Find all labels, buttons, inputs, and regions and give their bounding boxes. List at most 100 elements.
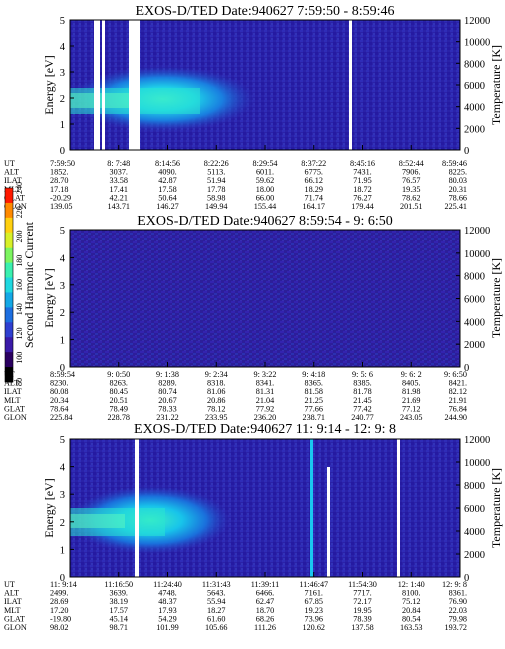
panel-2-table-cell: 80.74: [158, 387, 176, 396]
panel-2-table-cell: 9: 6: 2: [401, 370, 422, 379]
panel-1-table-cell: 139.05: [50, 202, 73, 211]
panel-3-table-cell: 80.54: [402, 614, 420, 623]
panel-1-table-cell: 66.00: [256, 193, 274, 202]
panel-2-row-label: ILAT: [4, 387, 22, 396]
panel-3-table-cell: 8361.: [449, 589, 467, 598]
panel-1-table-cell: 66.12: [305, 176, 323, 185]
panel-2-y2tick-label: 4000: [464, 317, 485, 328]
panel-1-table-cell: 71.95: [353, 176, 371, 185]
panel-1-table-cell: 7431.: [353, 168, 371, 177]
panel-2-table-cell: 78.64: [50, 404, 68, 413]
panel-2-table-cell: 8289.: [158, 379, 176, 388]
panel-2-table-cell: 8385.: [353, 379, 371, 388]
panel-3-table-cell: 4748.: [158, 589, 176, 598]
panel-3-table-cell: 45.14: [110, 614, 128, 623]
colorbar-swatches: [5, 188, 13, 383]
panel-2-ytick-label: 3: [60, 281, 65, 292]
panel-1-table-cell: 78.66: [449, 193, 467, 202]
panel-2-ytick-label: 0: [60, 363, 65, 374]
panel-1-table-cell: 58.98: [207, 193, 225, 202]
panel-1-table-cell: 179.44: [351, 202, 374, 211]
colorbar-tick-label: 180: [15, 255, 24, 267]
panel-3-table-cell: 7717.: [353, 589, 371, 598]
panel-2-table-cell: 9: 4:18: [302, 370, 325, 379]
colorbar-swatch: [5, 337, 13, 353]
panel-2-table-cell: 244.90: [444, 413, 467, 422]
panel-3-table-cell: 19.23: [305, 606, 323, 615]
colorbar-tick-label: 140: [15, 303, 24, 315]
colorbar-swatch: [5, 322, 13, 338]
panel-1-table-cell: 8:22:26: [204, 159, 229, 168]
panel-2-y2tick-label: 12000: [464, 226, 490, 237]
panel-3-y2tick-label: 4000: [464, 527, 485, 538]
panel-3-ytick-label: 5: [60, 435, 65, 446]
panel-3-table-cell: 18.27: [207, 606, 225, 615]
panel-2-y2tick-label: 10000: [464, 249, 490, 260]
panel-3-table-cell: 137.58: [351, 623, 374, 632]
panel-2-table-cell: 233.95: [205, 413, 228, 422]
panel-1-table-cell: 5113.: [207, 168, 225, 177]
panel-2-table-cell: 77.12: [402, 404, 420, 413]
panel-3-table-cell: 28.69: [50, 597, 68, 606]
panel-2-table-cell: 8341.: [256, 379, 274, 388]
panel-1-table-cell: 7906.: [402, 168, 420, 177]
panel-3-table-cell: 163.53: [400, 623, 423, 632]
panel-1-table-cell: 71.74: [305, 193, 323, 202]
panel-3-table-cell: 11:39:11: [251, 580, 280, 589]
panel-2-table-cell: 231.22: [156, 413, 179, 422]
panel-2-left-ticks: 0 1 2 3 4 5: [60, 226, 74, 374]
panel-3-y2tick-label: 6000: [464, 504, 485, 515]
panel-2-table-cell: 8:59:54: [50, 370, 75, 379]
panel-1-table-cell: 18.29: [305, 185, 323, 194]
panel-1-data-gap-1: [94, 20, 100, 150]
panel-1-row-label: GLON: [4, 202, 27, 211]
panel-1-row-label: ILAT: [4, 176, 22, 185]
panel-3-table-cell: 17.93: [158, 606, 176, 615]
panel-2-table-cell: 8405.: [402, 379, 420, 388]
panel-3-title: EXOS-D/TED Date:940627 11: 9:14 - 12: 9:…: [134, 422, 396, 437]
panel-3-y2label: Temperature [K]: [489, 468, 503, 548]
panel-2-right-ticks: 0 2000 4000 6000 8000 10000 12000: [456, 226, 490, 374]
panel-3-data-gap-1: [135, 439, 139, 577]
panel-3-ytick-label: 0: [60, 573, 65, 584]
panel-3-table-cell: 20.84: [402, 606, 420, 615]
colorbar-swatch: [5, 202, 13, 219]
panel-3-table-cell: 98.02: [50, 623, 68, 632]
panel-1-table-cell: 17.78: [207, 185, 225, 194]
panel-3-table-cell: 19.95: [353, 606, 371, 615]
colorbar-tick-label: 160: [15, 279, 24, 291]
panel-2-table-cell: 81.31: [256, 387, 274, 396]
panel-1-table-cell: 8:52:44: [399, 159, 424, 168]
panel-1-table-cell: 146.27: [156, 202, 179, 211]
panel-1-y2tick-label: 10000: [464, 38, 490, 49]
panel-1-row-label: ALT: [4, 168, 19, 177]
panel-3-data-gap-2: [327, 467, 330, 577]
panel-1-table-cell: -20.29: [50, 193, 71, 202]
panel-1-table-cell: 8:37:22: [301, 159, 326, 168]
panel-1-table-cell: 80.03: [449, 176, 467, 185]
panel-2-table-cell: 78.33: [158, 404, 176, 413]
panel-1-y2label: Temperature [K]: [489, 45, 503, 125]
colorbar-swatch: [5, 247, 13, 264]
panel-2: EXOS-D/TED Date:940627 8:59:54 - 9: 6:50…: [4, 214, 503, 422]
panel-3-table-cell: 12: 1:40: [398, 580, 425, 589]
colorbar-tick-label: 240: [15, 182, 24, 194]
panel-2-ytick-label: 2: [60, 308, 65, 319]
panel-3-table-cell: -19.80: [50, 614, 71, 623]
panel-3-row-label: UT: [4, 580, 15, 589]
panel-3-table-cell: 2499.: [50, 589, 68, 598]
colorbar-ticks: 240 220 200 180 160 140 120 100 80: [15, 182, 24, 386]
panel-1-data-gap-4: [349, 20, 352, 150]
panel-3-cyan-streak: [310, 439, 313, 577]
panel-3-row-label: ILAT: [4, 597, 22, 606]
panel-1-table-cell: 3037.: [110, 168, 128, 177]
panel-2-row-label: MLT: [4, 396, 21, 405]
panel-3-table-cell: 75.12: [402, 597, 420, 606]
panel-2-table-cell: 20.67: [158, 396, 176, 405]
panel-1-ytick-label: 5: [60, 16, 65, 27]
panel-1-y2tick-label: 0: [464, 146, 469, 157]
panel-3-table-cell: 11:24:40: [153, 580, 182, 589]
panel-3-table-cell: 72.17: [353, 597, 371, 606]
panel-2-ytick-label: 4: [60, 253, 66, 264]
